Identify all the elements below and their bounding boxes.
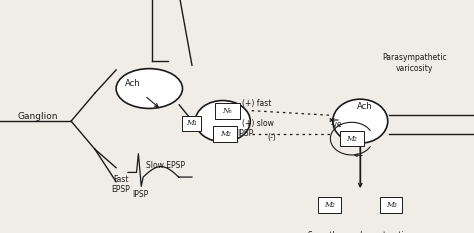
- Text: -ve: -ve: [331, 120, 342, 129]
- Text: (+) fast: (+) fast: [242, 99, 271, 108]
- FancyBboxPatch shape: [213, 126, 237, 142]
- Ellipse shape: [116, 69, 182, 108]
- FancyBboxPatch shape: [215, 103, 240, 119]
- Text: Ach: Ach: [125, 79, 140, 88]
- Text: (-): (-): [268, 133, 276, 141]
- FancyBboxPatch shape: [182, 116, 201, 131]
- Text: Slow EPSP: Slow EPSP: [146, 161, 185, 170]
- Text: Ach: Ach: [357, 102, 373, 110]
- Text: M₂: M₂: [324, 201, 335, 209]
- FancyBboxPatch shape: [318, 198, 341, 213]
- Text: Smooth muscle contraction: Smooth muscle contraction: [308, 231, 413, 233]
- Text: IPSP: IPSP: [132, 190, 148, 199]
- FancyBboxPatch shape: [380, 198, 402, 213]
- Text: Parasympathetic
varicosity: Parasympathetic varicosity: [383, 53, 447, 73]
- Text: M₂: M₂: [220, 130, 230, 138]
- Text: M₃: M₃: [386, 201, 396, 209]
- Text: Fast
EPSP: Fast EPSP: [111, 175, 130, 194]
- Text: M₁: M₁: [187, 120, 197, 127]
- Text: Nₙ: Nₙ: [223, 107, 232, 115]
- Text: (+) slow: (+) slow: [242, 119, 273, 128]
- Text: M₂: M₂: [346, 135, 357, 143]
- Text: Ganglion: Ganglion: [18, 112, 58, 121]
- Ellipse shape: [333, 99, 388, 143]
- Text: IPSP: IPSP: [237, 130, 253, 138]
- FancyBboxPatch shape: [340, 131, 364, 146]
- Ellipse shape: [195, 101, 250, 142]
